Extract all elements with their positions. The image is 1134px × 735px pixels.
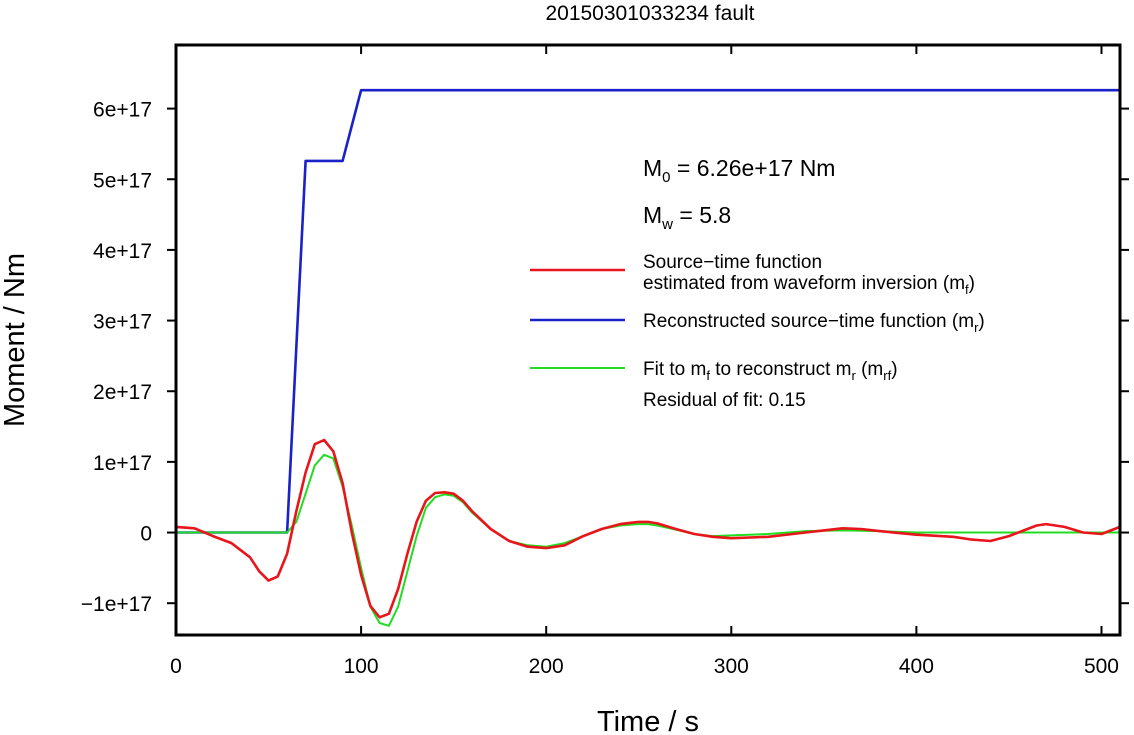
legend-label-mf-line2: estimated from waveform inversion (mf) xyxy=(643,273,975,297)
y-tick-label: 0 xyxy=(140,523,152,546)
x-tick-label: 400 xyxy=(899,655,934,678)
legend-label-mrf: Fit to mf to reconstruct mr (mrf) xyxy=(643,359,898,383)
axis-ticks: 0 100 200 300 400 500 −1e+17 0 1e+17 2e+17 3e+17 4e… xyxy=(81,45,1129,678)
y-tick-label: 2e+17 xyxy=(93,381,152,404)
y-axis-label: Moment / Nm xyxy=(0,253,31,427)
x-tick-label: 500 xyxy=(1084,655,1119,678)
residual-annotation: Residual of fit: 0.15 xyxy=(643,390,806,411)
x-tick-label: 200 xyxy=(529,655,564,678)
y-tick-label: 4e+17 xyxy=(93,240,152,263)
y-tick-label: 6e+17 xyxy=(93,99,152,122)
series-line-mf xyxy=(175,438,1121,619)
y-tick-label: −1e+17 xyxy=(81,593,152,616)
y-tick-label: 1e+17 xyxy=(93,452,152,475)
series-lines xyxy=(175,88,1121,627)
plot-frame xyxy=(174,43,1122,637)
legend-label-mr: Reconstructed source−time function (mr) xyxy=(643,311,985,335)
x-axis-label: Time / s xyxy=(597,706,699,735)
x-tick-label: 0 xyxy=(170,655,182,678)
x-tick-label: 100 xyxy=(344,655,379,678)
y-tick-label: 5e+17 xyxy=(93,169,152,192)
y-tick-label: 3e+17 xyxy=(93,311,152,334)
moment-magnitude-annotation: Mw = 5.8 xyxy=(643,202,731,233)
legend-label-mf-line1: Source−time function xyxy=(643,252,822,273)
seismic-moment-annotation: M0 = 6.26e+17 Nm xyxy=(643,155,835,186)
legend: Source−time function estimated from wave… xyxy=(530,252,985,411)
x-tick-label: 300 xyxy=(714,655,749,678)
chart-title: 20150301033234 fault xyxy=(545,2,754,25)
